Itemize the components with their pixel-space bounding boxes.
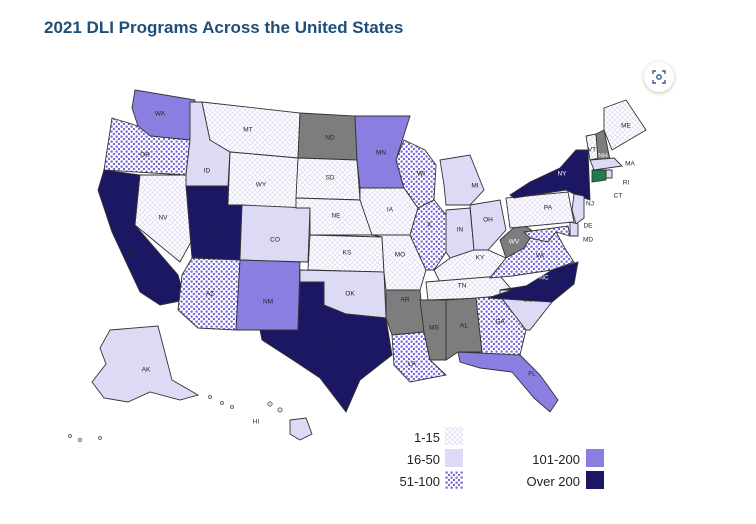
label-oh: OH [483, 217, 493, 224]
focus-mode-icon [652, 70, 666, 84]
state-il [409, 199, 447, 271]
label-az: AZ [206, 291, 214, 298]
state-nj [571, 193, 585, 225]
label-mi: MI [471, 183, 478, 190]
label-sc: SC [523, 297, 532, 304]
label-wv: WV [509, 239, 520, 246]
label-ks: KS [343, 250, 352, 257]
label-ri: RI [623, 180, 630, 187]
label-ar: AR [400, 297, 409, 304]
label-fl: FL [528, 371, 536, 378]
label-md: MD [583, 237, 593, 244]
legend-label-101-200: 101-200 [532, 452, 580, 467]
state-pa [505, 191, 575, 229]
state-ms [419, 299, 447, 361]
label-ms: MS [429, 325, 439, 332]
label-hi: HI [253, 419, 260, 426]
label-ut: UT [210, 227, 219, 234]
state-nm [235, 259, 301, 331]
label-il: IL [427, 222, 433, 229]
label-tn: TN [458, 283, 467, 290]
legend-label-1-15: 1-15 [413, 430, 440, 445]
label-va: VA [536, 253, 545, 260]
state-nv [134, 174, 193, 263]
state-hi [289, 417, 313, 441]
legend-swatch-51-100 [445, 471, 463, 489]
label-nm: NM [263, 299, 273, 306]
label-pa: PA [544, 205, 553, 212]
label-vt: VT [588, 147, 596, 154]
state-de [569, 221, 579, 237]
legend-swatch-over-200 [586, 471, 604, 489]
state-labels: WA OR CA NV ID MT WY UT AZ CO NM ND SD N… [127, 111, 635, 426]
legend-label-16-50: 16-50 [406, 452, 440, 467]
state-me [603, 99, 647, 151]
label-nj: NJ [586, 201, 594, 208]
label-me: ME [621, 123, 631, 130]
legend-swatch-1-15 [444, 426, 464, 446]
label-nv: NV [158, 215, 168, 222]
label-wa: WA [155, 111, 166, 118]
label-wy: WY [256, 182, 267, 189]
label-ia: IA [387, 207, 394, 214]
state-ak [91, 325, 200, 403]
label-ma: MA [625, 161, 635, 168]
label-ct: CT [614, 193, 623, 200]
label-mn: MN [376, 150, 386, 157]
label-or: OR [140, 152, 150, 159]
state-oh [469, 199, 507, 251]
label-in: IN [457, 227, 464, 234]
legend-label-over-200: Over 200 [526, 474, 580, 489]
label-ga: GA [495, 319, 505, 326]
label-ak: AK [142, 367, 151, 374]
label-nd: ND [325, 135, 335, 142]
state-mi [439, 154, 485, 206]
label-al: AL [460, 323, 468, 330]
label-mo: MO [395, 252, 405, 259]
label-tx: TX [326, 337, 335, 344]
label-nh: NH [598, 153, 608, 160]
legend-swatch-16-50 [445, 449, 463, 467]
label-co: CO [270, 237, 280, 244]
legend-swatch-101-200 [586, 449, 604, 467]
label-de: DE [583, 223, 593, 230]
label-ca: CA [127, 252, 137, 259]
state-ny [509, 149, 591, 201]
label-wi: WI [417, 171, 425, 178]
page-title: 2021 DLI Programs Across the United Stat… [44, 18, 404, 37]
label-ny: NY [557, 171, 567, 178]
label-ne: NE [331, 213, 341, 220]
label-ky: KY [476, 255, 485, 262]
state-md [523, 225, 571, 243]
state-co [239, 204, 311, 263]
state-al [445, 297, 483, 361]
state-tx [259, 281, 393, 413]
label-mt: MT [243, 127, 252, 134]
label-nc: NC [539, 275, 549, 282]
label-id: ID [204, 168, 211, 175]
state-ct [591, 169, 607, 183]
legend-label-51-100: 51-100 [399, 474, 440, 489]
label-sd: SD [325, 175, 334, 182]
label-ok: OK [345, 291, 355, 298]
state-ri [605, 169, 613, 179]
state-fl [457, 351, 559, 413]
state-ma [589, 157, 623, 171]
label-la: LA [408, 361, 417, 368]
focus-mode-button[interactable] [644, 62, 674, 92]
